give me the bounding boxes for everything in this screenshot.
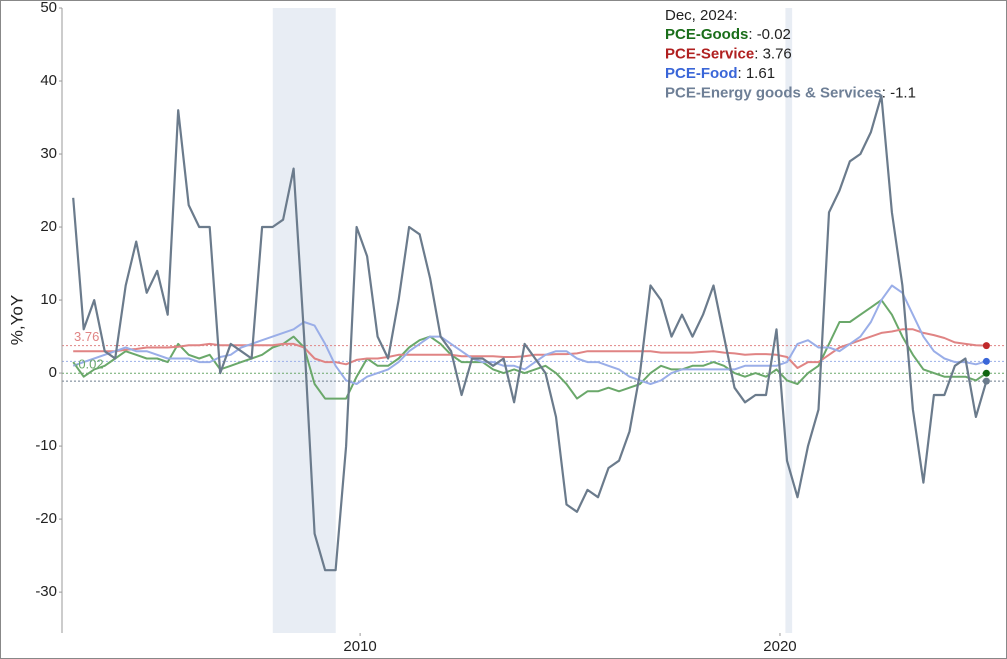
y-tick-label: 0 [49,364,57,381]
legend-sep: : [738,65,746,82]
legend-value: -1.1 [890,84,916,101]
last-value-label: 3.76 [74,329,99,344]
last-value-label: -0.02 [74,357,104,372]
y-tick-label: -10 [35,437,57,454]
recession-band [272,8,336,633]
y-tick-label: -20 [35,510,57,527]
legend-value: 3.76 [763,45,792,62]
y-tick-label: 30 [40,145,57,162]
last-value-dot [982,377,990,385]
y-axis-label: %,YoY [7,295,26,345]
legend-sep: : [748,26,756,43]
legend-title: Dec, 2024: [665,7,738,24]
legend-value: 1.61 [746,65,775,82]
legend-entry: PCE-Energy goods & Services: -1.1 [665,84,916,101]
legend-sep: : [754,45,762,62]
legend-name: PCE-Energy goods & Services [665,84,882,101]
x-tick-label: 2020 [763,638,796,655]
legend-name: PCE-Goods [665,26,748,43]
last-value-dot [982,342,990,350]
y-tick-label: 10 [40,291,57,308]
last-value-dot [982,369,990,377]
recession-band [785,8,793,633]
legend-name: PCE-Food [665,65,738,82]
legend-entry: PCE-Goods: -0.02 [665,26,791,43]
series-line [72,299,987,400]
last-value-dot [982,357,990,365]
legend-name: PCE-Service [665,45,754,62]
legend-entry: PCE-Food: 1.61 [665,65,775,82]
legend-value: -0.02 [757,26,791,43]
x-tick-label: 2010 [343,638,376,655]
y-tick-label: -30 [35,583,57,600]
legend-sep: : [882,84,890,101]
y-tick-label: 20 [40,218,57,235]
y-tick-label: 50 [40,0,57,16]
legend-entry: PCE-Service: 3.76 [665,45,792,62]
series-line [73,328,987,369]
y-tick-label: 40 [40,72,57,89]
series-line [72,94,988,572]
